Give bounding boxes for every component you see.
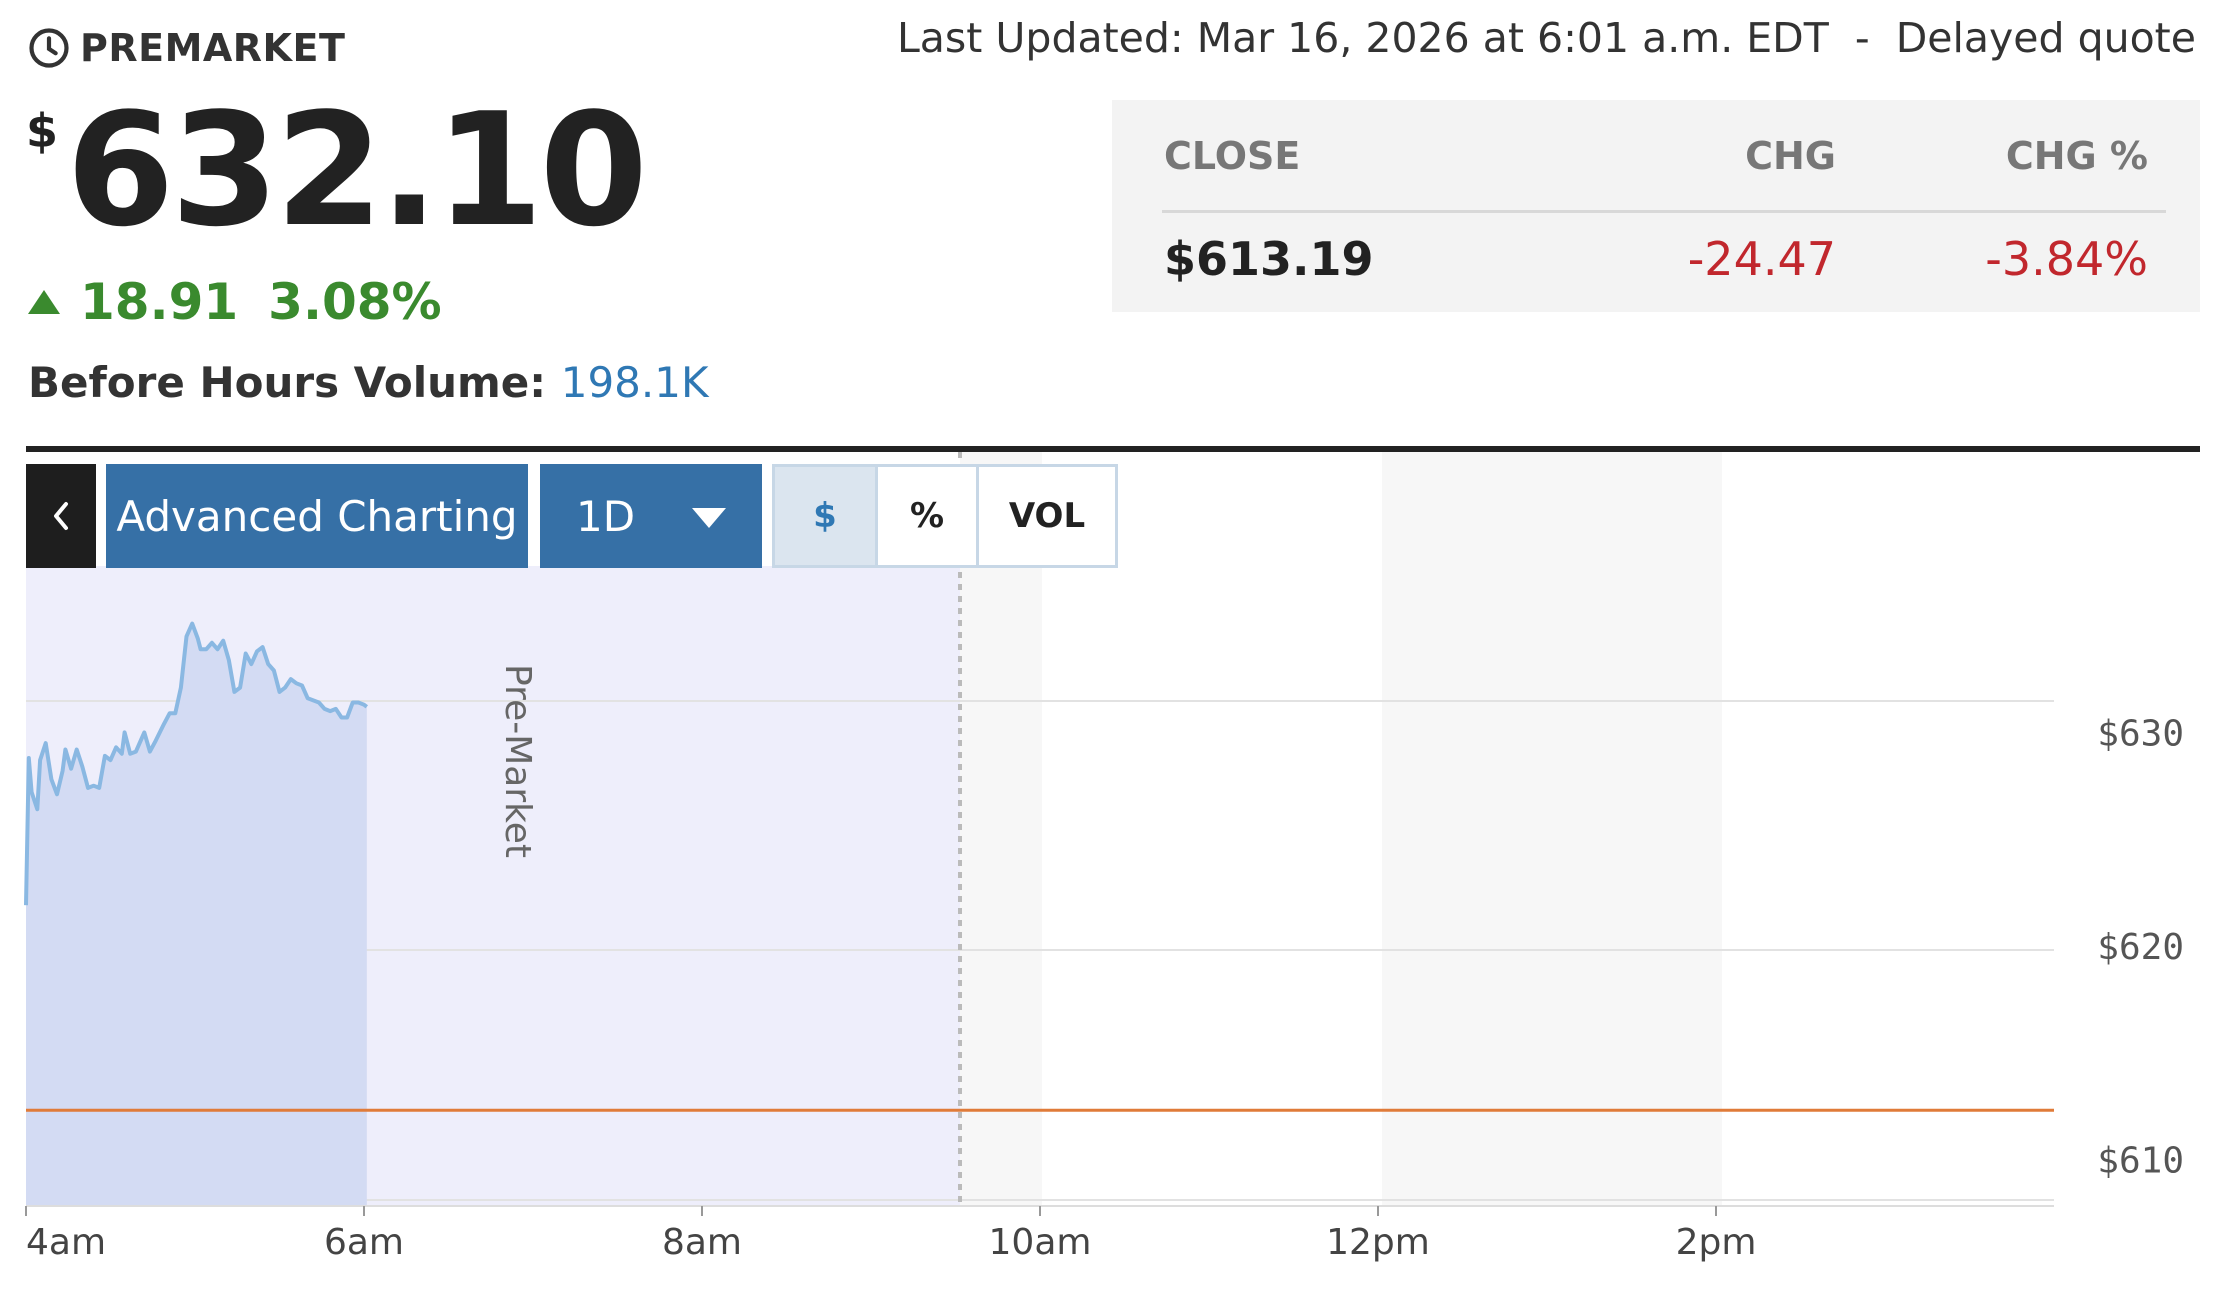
chevron-left-icon: [54, 502, 68, 530]
chart-back-button[interactable]: [26, 464, 96, 568]
close-value: $613.19: [1164, 232, 1374, 286]
close-change-percent: -3.84%: [1985, 232, 2148, 286]
y-axis-ticks: $610 $620 $630: [2097, 714, 2184, 1182]
section-divider: [26, 446, 2200, 452]
price-change: 18.91: [80, 273, 239, 331]
x-tick-label: 8am: [662, 1222, 742, 1263]
session-status: PREMARKET: [28, 22, 345, 74]
x-tick-label: 2pm: [1676, 1222, 1757, 1263]
close-change: -24.47: [1687, 232, 1836, 286]
change-header: CHG: [1745, 134, 1836, 178]
x-tick-label: 12pm: [1326, 1222, 1430, 1263]
time-range-dropdown[interactable]: 1D: [540, 464, 762, 568]
x-tick-label: 4am: [26, 1222, 106, 1263]
close-table: CLOSE CHG CHG % $613.19 -24.47 -3.84%: [1112, 100, 2200, 312]
close-table-divider: [1162, 210, 2166, 213]
last-updated: Last Updated: Mar 16, 2026 at 6:01 a.m. …: [897, 14, 2196, 62]
y-tick-label: $620: [2097, 927, 2184, 968]
market-hours-band: [1382, 452, 1722, 1206]
y-tick-label: $630: [2097, 714, 2184, 755]
x-tick-label: 6am: [324, 1222, 404, 1263]
price-change-percent: 3.08%: [268, 273, 442, 331]
arrow-up-icon: [28, 290, 60, 314]
time-range-label: 1D: [576, 491, 636, 541]
mode-dollar-button[interactable]: $: [772, 464, 878, 568]
close-header: CLOSE: [1164, 134, 1301, 178]
price-value: 632.10: [66, 79, 648, 261]
mode-percent-button[interactable]: %: [875, 464, 979, 568]
x-axis-ticks: 4am 6am 8am 10am 12pm 2pm: [25, 1206, 1757, 1263]
quote-type: Delayed quote: [1895, 14, 2196, 62]
price-chart: Pre-Market 4am 6am 8am 10am 12pm 2pm $610 $620…: [24, 452, 2184, 1263]
volume-row: Before Hours Volume: 198.1K: [28, 358, 709, 407]
change-percent-header: CHG %: [2005, 134, 2148, 178]
separator: -: [1854, 14, 1870, 62]
mode-volume-button[interactable]: VOL: [976, 464, 1118, 568]
price-area: [26, 623, 367, 1206]
session-label: PREMARKET: [80, 26, 346, 70]
last-updated-text: Last Updated: Mar 16, 2026 at 6:01 a.m. …: [896, 14, 1829, 62]
x-tick-label: 10am: [989, 1222, 1092, 1263]
market-hours-band: [960, 452, 1042, 1206]
premarket-label: Pre-Market: [497, 664, 538, 858]
caret-down-icon: [692, 508, 726, 528]
volume-label: Before Hours Volume:: [28, 358, 547, 407]
price-line: [24, 621, 368, 906]
volume-value: 198.1K: [560, 358, 709, 407]
advanced-charting-button[interactable]: Advanced Charting: [106, 464, 528, 568]
clock-icon: [29, 28, 69, 68]
y-tick-label: $610: [2097, 1140, 2184, 1181]
price-change-row: 18.91 3.08%: [28, 272, 442, 332]
price-currency: $: [26, 104, 59, 158]
